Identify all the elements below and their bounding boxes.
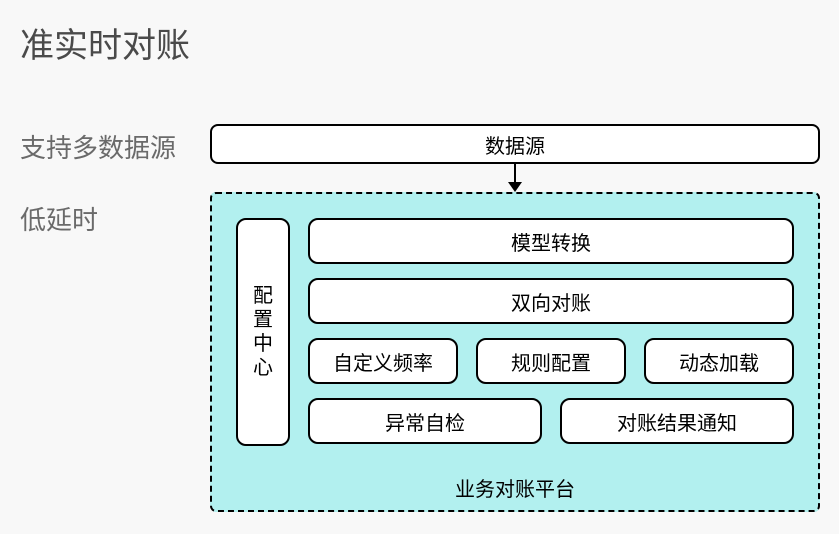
side-label-multisource: 支持多数据源 bbox=[20, 128, 176, 165]
platform-container: 配置中心 模型转换 双向对账 自定义频率 规则配置 动态加载 异常自检 对账结果… bbox=[210, 192, 820, 512]
node-anomaly-check: 异常自检 bbox=[308, 398, 542, 444]
node-dynamic-load: 动态加载 bbox=[644, 338, 794, 384]
page-title: 准实时对账 bbox=[20, 18, 190, 67]
node-datasource: 数据源 bbox=[210, 124, 820, 164]
node-label: 模型转换 bbox=[511, 227, 591, 256]
node-label: 异常自检 bbox=[385, 407, 465, 436]
side-label-lowlatency: 低延时 bbox=[20, 200, 98, 237]
node-custom-freq: 自定义频率 bbox=[308, 338, 458, 384]
node-label: 双向对账 bbox=[511, 287, 591, 316]
row-4: 异常自检 对账结果通知 bbox=[308, 398, 794, 444]
node-model-transform: 模型转换 bbox=[308, 218, 794, 264]
node-result-notify: 对账结果通知 bbox=[560, 398, 794, 444]
node-rule-config: 规则配置 bbox=[476, 338, 626, 384]
arrow-down-icon bbox=[512, 164, 518, 192]
node-label: 对账结果通知 bbox=[617, 407, 737, 436]
platform-label: 业务对账平台 bbox=[212, 473, 818, 502]
node-label: 自定义频率 bbox=[333, 347, 433, 376]
node-config-center-label: 配置中心 bbox=[251, 284, 275, 380]
platform-right-column: 模型转换 双向对账 自定义频率 规则配置 动态加载 异常自检 对账结果通知 bbox=[308, 218, 794, 470]
node-config-center: 配置中心 bbox=[236, 218, 290, 446]
node-bidir-recon: 双向对账 bbox=[308, 278, 794, 324]
node-label: 规则配置 bbox=[511, 347, 591, 376]
node-datasource-label: 数据源 bbox=[485, 130, 545, 159]
node-label: 动态加载 bbox=[679, 347, 759, 376]
row-3: 自定义频率 规则配置 动态加载 bbox=[308, 338, 794, 384]
